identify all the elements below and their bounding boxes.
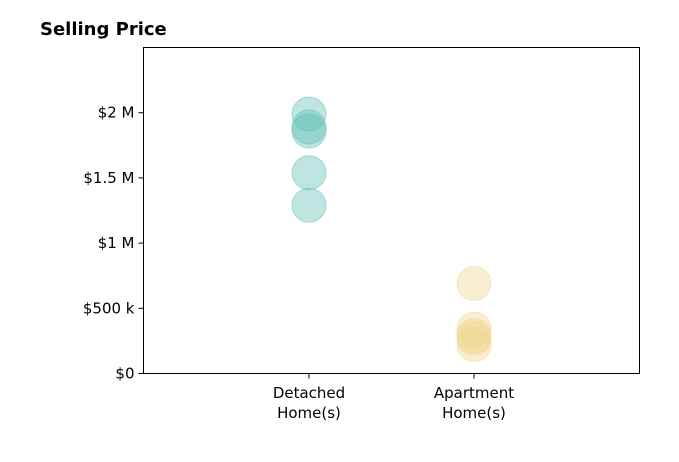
y-axis: $0 $500 k $1 M $1.5 M $2 M (83, 104, 144, 383)
data-point (456, 327, 492, 363)
x-tick-label: Detached Home(s) (273, 384, 345, 422)
x-axis: Detached Home(s) Apartment Home(s) (273, 373, 514, 422)
x-tick-label: Apartment Home(s) (434, 384, 514, 422)
data-point (456, 266, 492, 302)
data-points (291, 96, 492, 363)
y-tick-label: $500 k (83, 299, 135, 317)
y-tick-label: $1.5 M (83, 169, 134, 187)
y-tick-label: $2 M (98, 104, 135, 122)
y-tick-label: $0 (115, 365, 134, 383)
plot-frame (143, 47, 640, 374)
data-point (291, 155, 327, 191)
y-tick-label: $1 M (98, 234, 135, 252)
data-point (291, 187, 327, 223)
chart-title: Selling Price (40, 19, 167, 40)
data-point (291, 113, 327, 149)
